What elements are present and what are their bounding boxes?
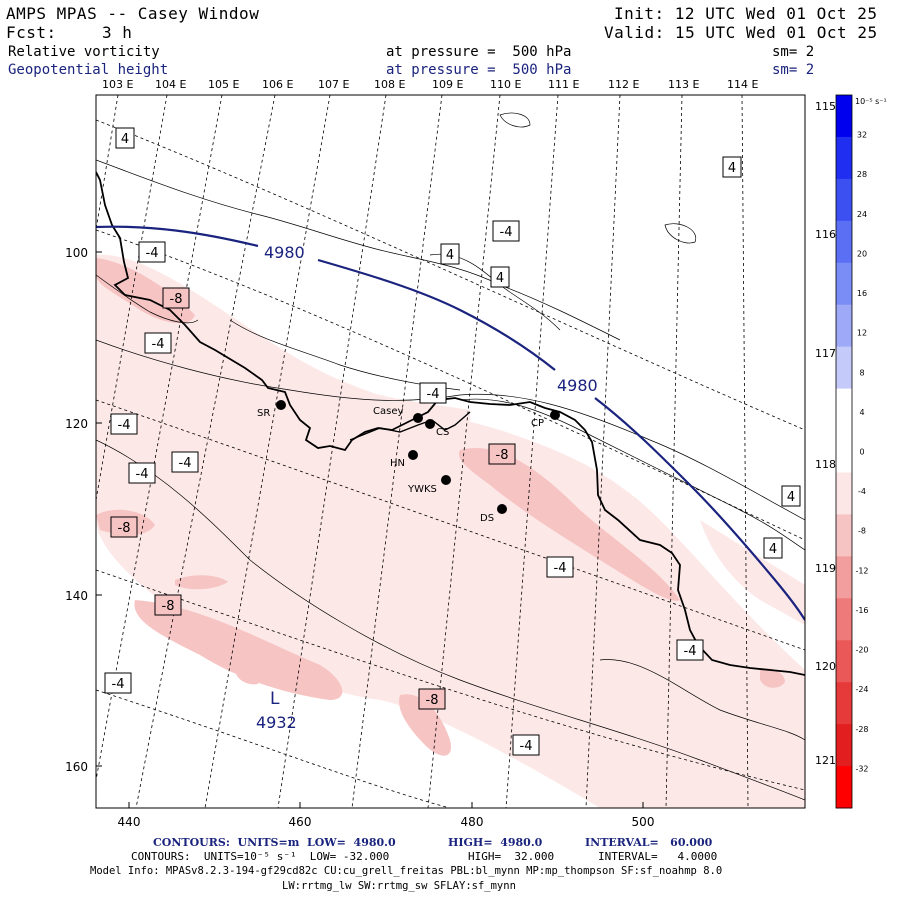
vorticity-fill-light xyxy=(700,520,805,625)
top-lon-label: 106 E xyxy=(262,78,294,91)
station-marker xyxy=(408,450,418,460)
station-label: Casey xyxy=(373,406,403,417)
right-lon-label: 116 E xyxy=(815,228,846,241)
vorticity-label: -8 xyxy=(496,448,509,463)
station-marker xyxy=(425,419,435,429)
vorticity-label: -8 xyxy=(162,599,175,614)
valid-time: Valid: 15 UTC Wed 01 Oct 25 xyxy=(604,23,878,42)
footer-height-high: HIGH= 4980.0 xyxy=(448,836,543,849)
vorticity-fill-medium xyxy=(459,448,680,601)
height-label: 4980 xyxy=(264,243,305,262)
y-tick-label: 100 xyxy=(65,246,88,260)
station-label: YWKS xyxy=(407,484,437,495)
height-contour-4980 xyxy=(96,225,805,621)
right-lon-label: 120 E xyxy=(815,660,846,673)
vorticity-label: -4 xyxy=(554,561,567,576)
footer-model-info: Model Info: MPASv8.2.3-194-gf29cd82c CU:… xyxy=(90,865,723,877)
vorticity-label: -4 xyxy=(152,337,165,352)
y-tick-label: 160 xyxy=(65,760,88,774)
x-tick-label: 440 xyxy=(118,815,141,829)
station-label: CP xyxy=(531,418,544,429)
top-lon-label: 110 E xyxy=(490,78,522,91)
station-label: CS xyxy=(436,427,449,438)
init-time: Init: 12 UTC Wed 01 Oct 25 xyxy=(614,4,878,23)
top-lon-label: 109 E xyxy=(432,78,464,91)
vorticity-fill-light xyxy=(96,254,805,808)
y-tick-label: 140 xyxy=(65,589,88,603)
vorticity-label: 4 xyxy=(769,542,777,557)
vorticity-fill-medium xyxy=(134,600,343,700)
top-lon-label: 107 E xyxy=(318,78,350,91)
vorticity-label: 4 xyxy=(121,132,129,147)
vorticity-fill-light xyxy=(399,694,451,756)
right-lon-label: 117 E xyxy=(815,347,846,360)
footer-height-interval: INTERVAL= 60.000 xyxy=(585,836,713,849)
height-label: 4980 xyxy=(557,376,598,395)
vorticity-label: -8 xyxy=(426,693,439,708)
vorticity-fill-medium xyxy=(235,669,259,685)
chart-title: AMPS MPAS -- Casey Window xyxy=(6,4,260,23)
vorticity-label: -4 xyxy=(118,418,131,433)
top-lon-label: 104 E xyxy=(155,78,187,91)
field2-name: Geopotential height xyxy=(8,62,169,78)
vorticity-label: 4 xyxy=(787,490,795,505)
station-marker xyxy=(441,475,451,485)
right-lon-label: 115 E xyxy=(815,100,846,113)
top-lon-label: 108 E xyxy=(374,78,406,91)
field2-pressure: at pressure = 500 hPa xyxy=(386,62,572,78)
footer-physics-info: LW:rrtmg_lw SW:rrtmg_sw SFLAY:sf_mynn xyxy=(282,880,516,892)
field1-name: Relative vorticity xyxy=(8,44,160,60)
right-lon-label: 121 E xyxy=(815,754,846,767)
x-tick-label: 480 xyxy=(461,815,484,829)
right-lon-label: 118 E xyxy=(815,458,846,471)
vorticity-label: -4 xyxy=(146,246,159,261)
vorticity-label: -8 xyxy=(170,292,183,307)
station-marker xyxy=(276,400,286,410)
forecast-label: Fcst: xyxy=(6,23,57,42)
footer-height-contours: CONTOURS: UNITS=m LOW= 4980.0 xyxy=(153,836,396,849)
vorticity-label: -4 xyxy=(112,677,125,692)
vorticity-label: -4 xyxy=(520,739,533,754)
field2-smoothing: sm= 2 xyxy=(772,62,815,78)
vorticity-fill-medium xyxy=(175,575,228,590)
station-label: HN xyxy=(390,458,405,469)
footer-vorticity-high: HIGH= 32.000 xyxy=(468,850,555,863)
top-lon-label: 103 E xyxy=(102,78,134,91)
field1-pressure: at pressure = 500 hPa xyxy=(386,44,572,60)
x-tick-label: 460 xyxy=(289,815,312,829)
vorticity-label: 4 xyxy=(496,271,504,286)
vorticity-label: -4 xyxy=(179,456,192,471)
field1-smoothing: sm= 2 xyxy=(772,44,815,60)
footer-vorticity-contours: CONTOURS: UNITS=10⁻⁵ s⁻¹ LOW= -32.000 xyxy=(131,850,390,863)
vorticity-label: -8 xyxy=(118,521,131,536)
top-lon-label: 112 E xyxy=(608,78,640,91)
station-marker xyxy=(497,504,507,514)
station-label: SR xyxy=(257,408,270,419)
footer-vorticity-interval: INTERVAL= 4.0000 xyxy=(598,850,718,863)
vorticity-label: 4 xyxy=(728,161,736,176)
vorticity-label: 4 xyxy=(446,248,454,263)
forecast-hour: 3 h xyxy=(102,23,133,42)
vorticity-label: -4 xyxy=(684,644,697,659)
station-marker xyxy=(550,410,560,420)
top-lon-label: 105 E xyxy=(208,78,240,91)
x-tick-label: 500 xyxy=(632,815,655,829)
right-lon-label: 119 E xyxy=(815,562,846,575)
top-lon-label: 111 E xyxy=(548,78,580,91)
low-center-symbol: L xyxy=(270,689,280,709)
vorticity-label: -4 xyxy=(427,387,440,402)
vorticity-fill-light xyxy=(760,668,785,688)
vorticity-label: -4 xyxy=(500,225,513,240)
station-label: DS xyxy=(480,513,494,524)
top-lon-label: 113 E xyxy=(668,78,700,91)
ice-shelf-edge xyxy=(349,411,471,441)
vorticity-fill-light xyxy=(250,350,470,430)
station-marker xyxy=(413,413,423,423)
low-center-value: 4932 xyxy=(256,713,297,732)
vorticity-label: -4 xyxy=(136,467,149,482)
top-lon-label: 114 E xyxy=(727,78,759,91)
y-tick-label: 120 xyxy=(65,417,88,431)
